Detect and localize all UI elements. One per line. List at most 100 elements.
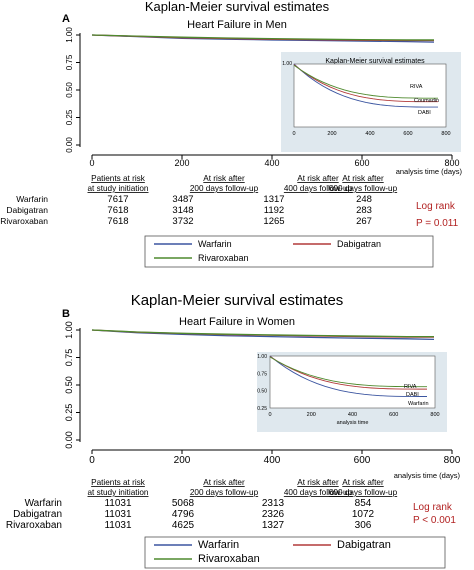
- series-line-rivaroxaban: [91, 329, 434, 338]
- risk-row-value: 267: [356, 216, 372, 227]
- inset-x-tick-label: 400: [365, 131, 374, 137]
- series-line-rivaroxaban: [91, 34, 434, 41]
- risk-row-value: 1327: [262, 520, 285, 531]
- inset-x-axis-label: analysis time: [337, 420, 369, 426]
- risk-row-value: 3148: [172, 205, 193, 216]
- legend-label-rivaroxaban: Rivaroxaban: [198, 253, 249, 263]
- risk-row-value: 2313: [262, 498, 285, 509]
- inset-curve-label: DABI: [406, 392, 419, 398]
- inset-x-tick-label: 0: [292, 131, 295, 137]
- inset-series-line-dabigatran: [269, 356, 428, 390]
- risk-row-drug: Rivaroxaban: [0, 216, 48, 226]
- risk-header-line2: at study initiation: [88, 184, 149, 193]
- risk-header-line1: At risk after: [342, 174, 384, 183]
- inset-curve-label: RIVA: [404, 384, 417, 390]
- inset-y-tick-label: 0.75: [257, 371, 267, 377]
- risk-row-value: 4625: [172, 520, 195, 531]
- log-rank-p-value: P < 0.001: [413, 515, 456, 526]
- y-tick-label: 0.25: [64, 404, 74, 422]
- y-tick-label: 1.00: [64, 321, 74, 339]
- risk-row-value: 5068: [172, 498, 195, 509]
- risk-row-value: 7617: [107, 194, 128, 205]
- risk-row-value: 1317: [263, 194, 284, 205]
- inset-x-tick-label: 800: [430, 412, 439, 418]
- x-tick-label: 200: [174, 455, 191, 466]
- risk-row-drug: Dabigatran: [6, 205, 48, 215]
- risk-header-line2: 400 days follow-up: [284, 488, 353, 497]
- inset-curve-label: Warfarin: [408, 401, 429, 407]
- risk-header-line2: at study initiation: [88, 488, 149, 497]
- risk-header-line1: At risk after: [203, 478, 245, 487]
- legend-box: [144, 536, 446, 569]
- risk-header-line1: Patients at risk: [91, 174, 146, 183]
- risk-row-value: 1192: [264, 205, 284, 216]
- inset-curve-label: DABI: [418, 110, 431, 116]
- legend-label-warfarin: Warfarin: [198, 239, 232, 249]
- panel-letter: A: [62, 13, 70, 25]
- risk-row-value: 7618: [107, 216, 128, 227]
- inset-y-tick-label: 0.25: [257, 406, 267, 412]
- risk-header-line1: Patients at risk: [91, 478, 146, 487]
- x-tick-label: 600: [354, 455, 371, 466]
- risk-row-value: 283: [356, 205, 372, 216]
- inset-x-tick-label: 200: [307, 412, 316, 418]
- inset-x-tick-label: 400: [348, 412, 357, 418]
- chart-subtitle: Heart Failure in Men: [187, 19, 287, 31]
- x-tick-label: 800: [444, 455, 461, 466]
- risk-row-value: 306: [355, 520, 372, 531]
- risk-header-line1: At risk after: [297, 478, 339, 487]
- chart-title: Kaplan-Meier survival estimates: [131, 292, 344, 309]
- risk-header-line1: At risk after: [203, 174, 245, 183]
- risk-row-value: 1072: [352, 509, 375, 520]
- inset-series-line-rivaroxaban: [293, 64, 439, 99]
- risk-row-drug: Warfarin: [25, 498, 62, 509]
- series-line-warfarin: [91, 329, 435, 340]
- log-rank-label: Log rank: [416, 201, 456, 212]
- inset-x-tick-label: 0: [268, 412, 271, 418]
- risk-header-line2: 600 days follow-up: [329, 184, 398, 193]
- risk-row-value: 248: [356, 194, 372, 205]
- y-tick-label: 0.00: [65, 137, 74, 153]
- inset-x-tick-label: 600: [403, 131, 412, 137]
- risk-header-line2: 200 days follow-up: [190, 184, 259, 193]
- x-tick-label: 0: [89, 158, 94, 168]
- x-tick-label: 0: [89, 455, 95, 466]
- risk-row-value: 1265: [263, 216, 284, 227]
- log-rank-p-value: P = 0.011: [416, 218, 459, 229]
- x-tick-label: 400: [264, 455, 281, 466]
- chart-title: Kaplan-Meier survival estimates: [145, 0, 330, 14]
- risk-row-drug: Dabigatran: [13, 509, 62, 520]
- risk-row-value: 7618: [107, 205, 128, 216]
- x-axis-label: analysis time (days): [394, 471, 461, 480]
- inset-x-tick-label: 800: [441, 131, 450, 137]
- inset-series-line-warfarin: [293, 63, 439, 108]
- inset-y-tick-label: 0.50: [257, 389, 267, 395]
- risk-row-value: 2326: [262, 509, 285, 520]
- risk-row-value: 4796: [172, 509, 195, 520]
- risk-header-line2: 600 days follow-up: [329, 488, 398, 497]
- risk-header-line2: 400 days follow-up: [284, 184, 353, 193]
- y-tick-label: 1.00: [65, 27, 74, 43]
- legend-box: [144, 235, 434, 268]
- risk-row-value: 11031: [104, 498, 132, 509]
- chart-subtitle: Heart Failure in Women: [179, 316, 295, 328]
- panel-a: A Kaplan-Meier survival estimates Heart Fa…: [0, 0, 463, 268]
- x-axis-label: analysis time (days): [396, 167, 463, 176]
- inset-series-line-rivaroxaban: [269, 356, 428, 388]
- inset-curve-label: RIVA: [410, 84, 423, 90]
- risk-row-value: 854: [355, 498, 372, 509]
- inset-series-line-warfarin: [269, 355, 428, 397]
- risk-row-value: 11031: [104, 509, 132, 520]
- x-tick-label: 400: [264, 158, 279, 168]
- y-tick-label: 0.00: [64, 431, 74, 449]
- risk-row-drug: Rivaroxaban: [6, 520, 62, 531]
- risk-row-value: 3732: [172, 216, 193, 227]
- inset-title: Kaplan-Meier survival estimates: [325, 58, 425, 65]
- y-tick-label: 0.25: [65, 109, 74, 125]
- inset-y-tick-label: 1.00: [282, 61, 292, 67]
- y-tick-label: 0.75: [65, 54, 74, 70]
- risk-header-line1: At risk after: [297, 174, 339, 183]
- legend-label-dabigatran: Dabigatran: [337, 239, 381, 249]
- risk-row-drug: Warfarin: [16, 194, 48, 204]
